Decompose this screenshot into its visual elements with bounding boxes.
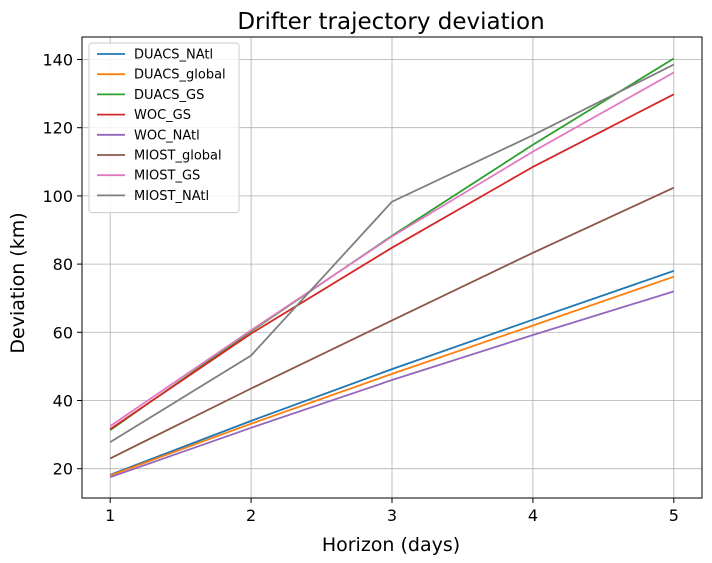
y-tick-label: 140	[42, 51, 73, 70]
legend-entry: MIOST_global	[134, 149, 222, 164]
series-line-woc-gs	[109, 93, 675, 430]
legend: DUACS_NAtl DUACS_global DUACS_GS WOC_GS WOC_…	[88, 42, 240, 214]
legend-entry: DUACS_global	[134, 68, 226, 83]
legend-entry: DUACS_GS	[134, 88, 204, 103]
x-tick-label: 4	[528, 506, 538, 525]
series-line-miost-natl	[109, 63, 675, 443]
legend-entry: MIOST_NAtl	[134, 189, 209, 204]
series-line-miost-gs	[109, 71, 675, 427]
legend-box	[88, 42, 240, 214]
y-axis-label: Deviation (km)	[7, 212, 29, 353]
x-tick-label: 5	[669, 506, 679, 525]
y-tick-label: 120	[42, 119, 73, 138]
y-tick-label: 80	[53, 255, 73, 274]
y-tick-label: 60	[53, 323, 73, 342]
legend-entry: MIOST_GS	[134, 169, 200, 184]
y-tick-label: 100	[42, 187, 73, 206]
series-line-woc-natl	[109, 290, 675, 479]
x-tick-label: 1	[105, 506, 115, 525]
x-axis-label: Horizon (days)	[322, 534, 460, 556]
y-tick-label: 40	[53, 391, 73, 410]
legend-entry: WOC_GS	[134, 108, 191, 123]
x-axis: 1 2 3 4 5	[105, 498, 679, 525]
x-tick-label: 3	[387, 506, 397, 525]
grid	[82, 37, 702, 498]
series-lines	[109, 57, 675, 479]
legend-entry: WOC_NAtl	[134, 128, 200, 143]
y-axis: 20 40 60 80 100 120 140	[42, 51, 82, 479]
y-tick-label: 20	[53, 460, 73, 479]
chart-title: Drifter trajectory deviation	[237, 9, 544, 35]
x-tick-label: 2	[246, 506, 256, 525]
series-line-duacs-global	[109, 275, 675, 477]
series-line-duacs-natl	[109, 270, 675, 476]
legend-entry: DUACS_NAtl	[134, 48, 213, 63]
series-line-miost-global	[109, 186, 675, 460]
